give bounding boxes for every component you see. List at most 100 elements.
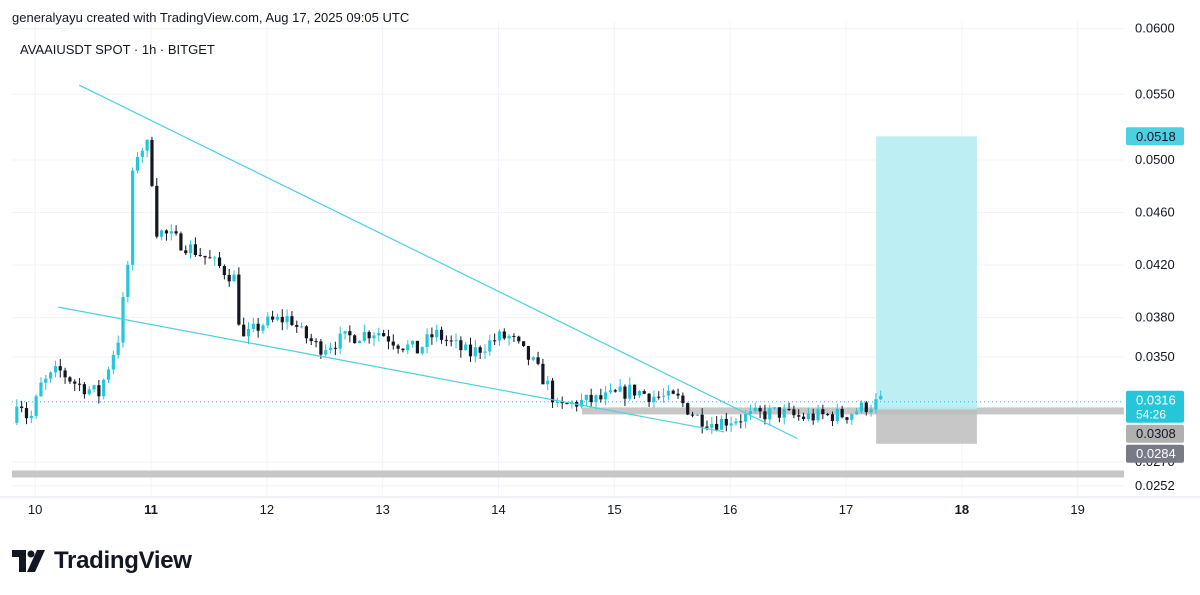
candle xyxy=(203,255,207,265)
candle xyxy=(20,400,24,413)
candle-body xyxy=(353,335,357,344)
candle xyxy=(633,384,637,400)
candle-body xyxy=(29,415,33,419)
stop-zone[interactable] xyxy=(876,409,977,444)
candle xyxy=(126,260,130,303)
candle-body xyxy=(488,340,492,352)
tradingview-logo-icon xyxy=(12,550,45,572)
candle-body xyxy=(324,350,328,355)
candle xyxy=(116,335,120,359)
upper-trendline[interactable] xyxy=(78,84,798,440)
target-price-tag-text: 0.0518 xyxy=(1136,129,1176,144)
candle xyxy=(92,384,96,393)
candle-body xyxy=(454,340,458,342)
time-tick-label: 16 xyxy=(723,502,737,517)
candle xyxy=(676,388,680,399)
candle xyxy=(584,394,588,406)
candle-body xyxy=(227,274,231,282)
candle xyxy=(39,377,43,397)
candle-body xyxy=(251,323,255,330)
target-zone[interactable] xyxy=(876,136,977,410)
candle xyxy=(193,237,198,257)
candle-body xyxy=(695,414,699,416)
candle xyxy=(613,388,617,393)
candle xyxy=(618,378,622,393)
candle xyxy=(430,327,434,345)
lower-trendline[interactable] xyxy=(58,306,725,433)
zones-layer xyxy=(12,407,1124,478)
candle-body xyxy=(811,413,815,421)
candle xyxy=(734,417,738,426)
candle-body xyxy=(164,230,169,234)
candle-body xyxy=(744,414,748,422)
candle xyxy=(449,335,453,347)
candle-body xyxy=(830,414,835,422)
candle xyxy=(227,268,231,287)
candle-body xyxy=(782,409,786,418)
candle-body xyxy=(439,329,444,340)
candle xyxy=(642,389,646,395)
candle xyxy=(367,330,371,344)
candle xyxy=(106,366,111,384)
candle xyxy=(174,225,178,236)
candle xyxy=(821,404,825,420)
tradingview-logo[interactable]: TradingView xyxy=(12,545,192,577)
candle-body xyxy=(589,394,593,403)
candle-body xyxy=(642,391,646,394)
time-tick-label: 10 xyxy=(28,502,42,517)
candle-body xyxy=(690,414,695,416)
candle xyxy=(483,344,487,360)
price-chart[interactable]: 0.0600 0.0550 0.0500 0.0460 0.0420 0.0380 0.03… xyxy=(0,0,1200,530)
candle-body xyxy=(140,150,144,157)
candle-body xyxy=(203,255,207,258)
candle xyxy=(357,340,362,344)
candle xyxy=(285,309,289,330)
trendlines-layer xyxy=(58,84,798,440)
candle-body xyxy=(719,418,724,430)
candle xyxy=(710,416,714,435)
target-price-tag: 0.0518 xyxy=(1126,127,1184,146)
candle-body xyxy=(666,390,670,396)
candle-body xyxy=(198,254,202,256)
candle-body xyxy=(493,340,497,342)
candle-body xyxy=(280,316,284,323)
candle xyxy=(782,404,786,425)
candle-body xyxy=(92,385,96,390)
candle xyxy=(855,407,859,415)
candle-body xyxy=(49,372,53,379)
candle xyxy=(806,407,810,422)
candle xyxy=(531,355,535,362)
candle xyxy=(763,404,767,425)
candle-body xyxy=(184,250,188,254)
candle xyxy=(24,402,29,425)
candle-body xyxy=(242,324,246,337)
candle-body xyxy=(135,156,140,171)
candles-layer xyxy=(15,136,883,435)
candle xyxy=(275,313,280,322)
candle xyxy=(324,344,328,357)
candle-body xyxy=(382,333,386,337)
candle xyxy=(729,416,733,432)
candle xyxy=(251,317,255,333)
candle-body xyxy=(661,395,666,397)
candle xyxy=(647,393,651,407)
candle-body xyxy=(271,316,275,320)
candle xyxy=(406,340,410,354)
candle-body xyxy=(246,329,251,337)
candle-body xyxy=(671,390,675,394)
candle-body xyxy=(275,316,280,320)
candle xyxy=(58,358,62,378)
tradingview-logo-text: TradingView xyxy=(54,547,192,574)
candle-body xyxy=(710,423,714,428)
candle-body xyxy=(850,414,854,420)
price-tick-label: 0.0550 xyxy=(1135,86,1175,101)
candle-body xyxy=(555,402,559,404)
candle xyxy=(816,404,820,423)
target-price-tag-bg xyxy=(1126,127,1184,146)
candle-body xyxy=(772,407,777,409)
candle-body xyxy=(208,257,212,259)
candle xyxy=(826,412,830,416)
candle-body xyxy=(232,274,236,282)
candle-body xyxy=(768,408,772,420)
candle xyxy=(695,413,699,417)
